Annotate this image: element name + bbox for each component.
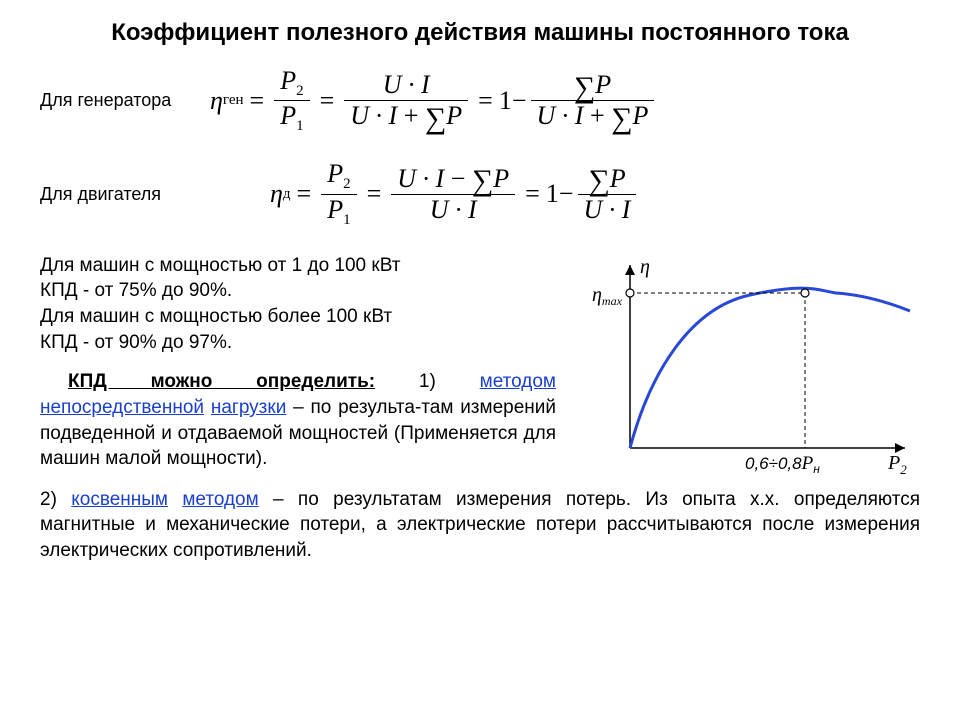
eq2-formula: ηд = P2 P1 = U · I − ∑P U · I = 1 − ∑P U…: [270, 159, 640, 228]
page-title: Коэффициент полезного действия машины по…: [40, 18, 920, 48]
x-axis-label: P2: [887, 452, 907, 477]
y-axis-label: η: [640, 256, 650, 278]
eq1-formula: ηген = P2 P1 = U · I U · I + ∑P = 1 − ∑P…: [210, 66, 658, 135]
para-power-ranges: Для машин с мощностью от 1 до 100 кВт КП…: [40, 253, 556, 356]
para-method-1: КПД можно определить: 1) методом непосре…: [40, 369, 556, 472]
x-tick-label: 0,6÷0,8Pн: [745, 453, 820, 476]
efficiency-chart: η ηmax P2 0,6÷0,8Pн: [580, 253, 920, 483]
equation-motor-row: Для двигателя ηд = P2 P1 = U · I − ∑P U …: [40, 159, 920, 228]
y-max-label: ηmax: [592, 284, 623, 308]
eq2-label: Для двигателя: [40, 184, 210, 205]
equation-generator-row: Для генератора ηген = P2 P1 = U · I U · …: [40, 66, 920, 135]
para-method-2: 2) косвенным методом – по результатам из…: [40, 487, 920, 564]
eq1-label: Для генератора: [40, 90, 210, 111]
